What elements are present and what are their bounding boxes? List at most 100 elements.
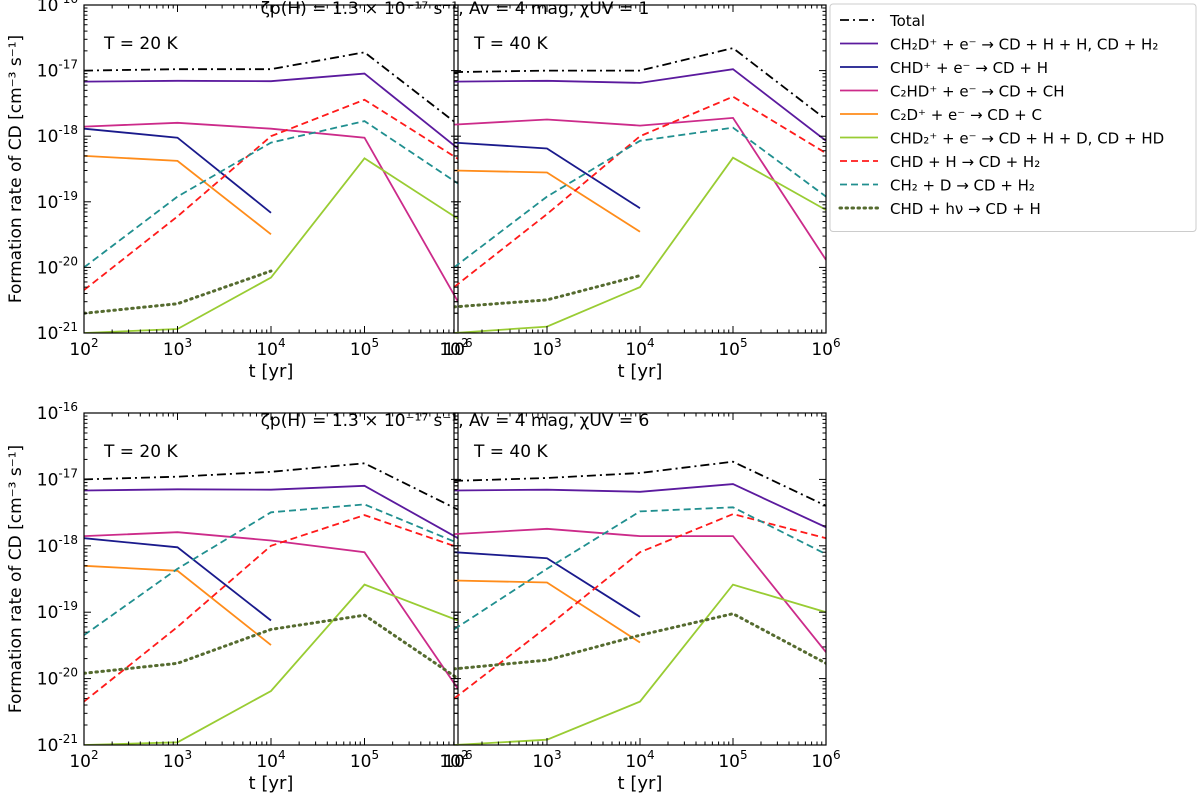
series-line-ch2dd <box>84 503 458 636</box>
legend-label-chdhv: CHD + hν → CD + H <box>890 200 1041 218</box>
x-tick-label: 106 <box>811 748 840 772</box>
series-line-chdhv <box>454 612 826 671</box>
x-tick-label: 106 <box>443 336 472 360</box>
legend-label-chd2: CHD₂⁺ + e⁻ → CD + H + D, CD + HD <box>890 130 1164 148</box>
x-axis-label: t [yr] <box>618 773 663 794</box>
temperature-annotation: T = 40 K <box>473 442 548 462</box>
x-axis-label: t [yr] <box>618 361 663 382</box>
x-tick-label: 105 <box>718 336 747 360</box>
legend-label-chdh: CHD + H → CD + H₂ <box>890 153 1040 171</box>
x-tick-label: 104 <box>256 336 285 360</box>
temperature-annotation: T = 40 K <box>473 34 548 54</box>
series-line-c2d <box>454 579 641 644</box>
y-axis-label: Formation rate of CD [cm⁻³ s⁻¹] <box>6 445 26 713</box>
series-line-total <box>84 51 458 126</box>
series-line-chdhv <box>84 269 273 315</box>
legend-label-total: Total <box>889 12 925 30</box>
x-tick-label: 102 <box>69 748 98 772</box>
legend-box <box>829 3 1197 232</box>
x-tick-label: 102 <box>439 748 468 772</box>
x-tick-label: 103 <box>532 336 561 360</box>
series-line-c2d <box>84 564 272 646</box>
y-tick-label: 10-19 <box>37 189 78 213</box>
y-tick-label: 10-20 <box>37 254 78 278</box>
series-line-chd <box>84 537 272 622</box>
x-tick-label: 105 <box>350 748 379 772</box>
x-tick-label: 103 <box>163 336 192 360</box>
series-line-c2d <box>454 169 641 233</box>
legend: Total CH₂D⁺ + e⁻ → CD + H + H, CD + H₂ CHD… <box>829 3 1197 232</box>
temperature-annotation: T = 20 K <box>103 34 178 54</box>
panel-4: 102 103 104 105 106 T = 40 K t [yr] <box>439 412 841 794</box>
x-tick-label: 104 <box>625 336 654 360</box>
panel-title: ζp(H) = 1.3 × 10⁻¹⁷ s⁻¹, Av = 4 mag, χUV… <box>261 0 650 19</box>
series-group <box>454 47 826 333</box>
series-line-chd2 <box>454 583 826 745</box>
x-axis-label: t [yr] <box>249 773 294 794</box>
y-tick-label: 10-18 <box>37 123 78 147</box>
legend-label-chd: CHD⁺ + e⁻ → CD + H <box>890 59 1048 77</box>
legend-label-ch2dd: CH₂ + D → CD + H₂ <box>890 177 1035 195</box>
series-group <box>84 51 458 333</box>
series-line-c2hd <box>454 527 826 653</box>
series-line-ch2d <box>454 68 826 142</box>
panel-title: ζp(H) = 1.3 × 10⁻¹⁷ s⁻¹, Av = 4 mag, χUV… <box>261 411 650 431</box>
legend-label-c2d: C₂D⁺ + e⁻ → CD + C <box>890 106 1042 124</box>
x-tick-label: 106 <box>443 748 472 772</box>
series-line-ch2d <box>84 484 458 539</box>
x-tick-label: 104 <box>256 748 285 772</box>
y-tick-label: 10-16 <box>37 0 78 16</box>
y-tick-label: 10-17 <box>37 58 78 82</box>
x-tick-label: 105 <box>718 748 747 772</box>
x-tick-label: 105 <box>350 336 379 360</box>
x-tick-label: 104 <box>625 748 654 772</box>
plot-frame <box>453 4 827 334</box>
series-line-c2d <box>84 155 272 236</box>
plot-frame <box>83 4 459 334</box>
x-tick-label: 106 <box>811 336 840 360</box>
plot-frame <box>453 412 827 746</box>
y-axis-label: Formation rate of CD [cm⁻³ s⁻¹] <box>6 35 26 303</box>
series-line-chdhv <box>84 613 458 681</box>
panel-2: 102 103 104 105 106 T = 40 K t [yr] <box>439 4 841 382</box>
y-tick-label: 10-16 <box>37 400 78 424</box>
series-line-chd2 <box>84 583 458 745</box>
series-line-c2hd <box>84 531 458 690</box>
legend-label-c2hd: C₂HD⁺ + e⁻ → CD + CH <box>890 83 1064 101</box>
y-tick-label: 10-18 <box>37 533 78 557</box>
plot-frame <box>83 412 459 746</box>
x-axis-label: t [yr] <box>249 361 294 382</box>
y-tick-label: 10-20 <box>37 666 78 690</box>
x-tick-label: 103 <box>163 748 192 772</box>
y-tick-label: 10-21 <box>37 732 78 756</box>
panel-3: 102 103 104 105 106 10-21 10-20 10-19 10-18 10-17… <box>6 400 649 794</box>
series-group <box>84 462 458 745</box>
series-line-total <box>454 47 826 121</box>
temperature-annotation: T = 20 K <box>103 442 178 462</box>
y-tick-label: 10-17 <box>37 466 78 490</box>
series-line-total <box>454 460 826 507</box>
series-line-ch2d <box>84 72 458 150</box>
series-line-chd2 <box>454 156 826 333</box>
series-line-chdh <box>84 98 458 291</box>
series-line-total <box>84 462 458 511</box>
series-line-chdhv <box>454 274 642 309</box>
series-line-ch2d <box>454 483 826 529</box>
x-tick-label: 102 <box>69 336 98 360</box>
series-line-chdh <box>84 514 458 703</box>
series-line-chd <box>454 141 641 209</box>
series-line-ch2dd <box>454 506 826 631</box>
series-group <box>454 460 826 745</box>
y-tick-label: 10-21 <box>37 320 78 344</box>
series-line-chdh <box>454 513 826 700</box>
series-line-chd <box>454 551 641 618</box>
series-line-c2hd <box>84 121 458 303</box>
series-line-c2hd <box>454 116 826 261</box>
y-tick-label: 10-19 <box>37 599 78 623</box>
series-line-ch2dd <box>84 120 458 269</box>
legend-label-ch2d: CH₂D⁺ + e⁻ → CD + H + H, CD + H₂ <box>890 36 1158 54</box>
x-tick-label: 103 <box>532 748 561 772</box>
x-tick-label: 102 <box>439 336 468 360</box>
